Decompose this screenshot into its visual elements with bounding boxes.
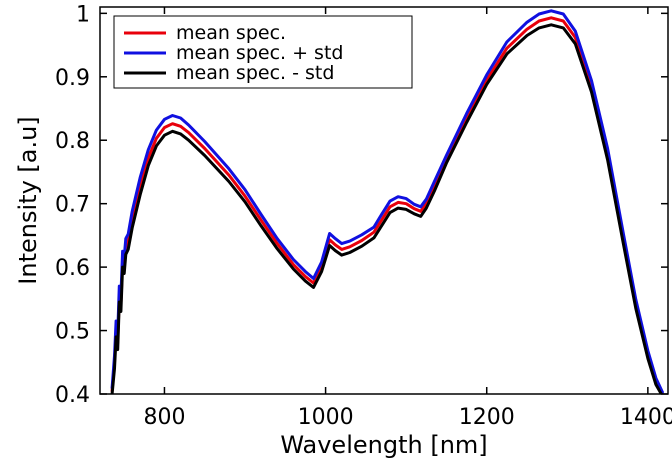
series-line-3 — [110, 23, 664, 394]
y-tick-label: 0.4 — [55, 383, 90, 408]
legend-label-1: mean spec. — [176, 22, 286, 44]
y-axis-label: Intensity [a.u] — [14, 116, 42, 284]
y-tick-label: 0.8 — [55, 129, 90, 154]
legend-label-3: mean spec. - std — [176, 62, 334, 84]
y-tick-label: 0.7 — [55, 193, 90, 218]
x-tick-label: 1000 — [298, 405, 354, 430]
plot-frame — [99, 6, 669, 395]
x-axis-label: Wavelength [nm] — [280, 431, 487, 459]
ticks-layer: 800 1000 1200 1400 0.4 0.5 0.6 0.7 0.8 0.9 1 — [55, 2, 672, 430]
y-tick-label: 0.5 — [55, 320, 90, 345]
x-tick-label: 800 — [143, 405, 185, 430]
legend-label-2: mean spec. + std — [176, 42, 343, 64]
y-tick-label: 0.6 — [55, 256, 90, 281]
series-layer — [110, 9, 664, 394]
y-tick-label: 0.9 — [55, 66, 90, 91]
series-line-2 — [110, 9, 664, 394]
x-tick-label: 1200 — [459, 405, 515, 430]
y-tick-label: 1 — [76, 2, 90, 27]
x-tick-label: 1400 — [620, 405, 672, 430]
